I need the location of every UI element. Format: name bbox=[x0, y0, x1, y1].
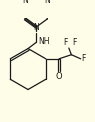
Text: O: O bbox=[56, 72, 62, 81]
Text: N: N bbox=[44, 0, 50, 5]
Text: F: F bbox=[72, 38, 76, 47]
Text: F: F bbox=[82, 54, 86, 63]
Text: N: N bbox=[23, 0, 28, 5]
Text: F: F bbox=[63, 38, 68, 47]
Text: N: N bbox=[33, 23, 39, 32]
Text: NH: NH bbox=[38, 37, 50, 46]
